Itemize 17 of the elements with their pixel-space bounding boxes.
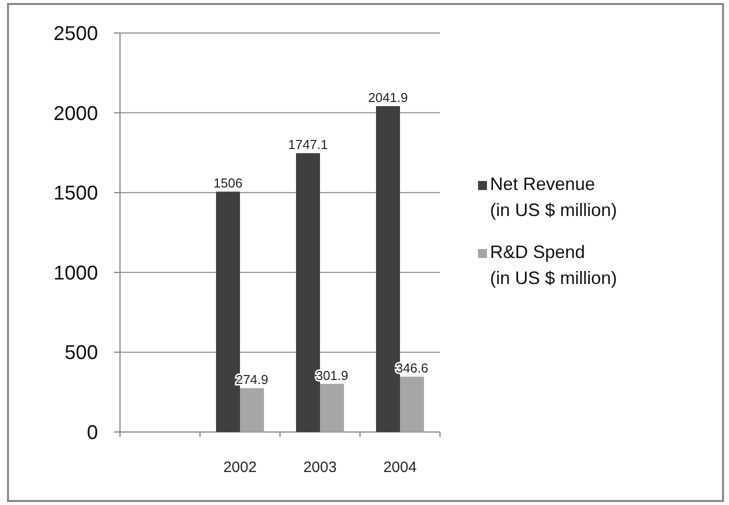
y-tick-label: 1000: [54, 262, 98, 284]
data-label: 2041.9: [368, 90, 408, 106]
x-tick-label: 2003: [303, 459, 337, 476]
y-tick-label: 2000: [54, 102, 98, 125]
bar: [400, 376, 424, 432]
y-tick-label: 0: [86, 422, 98, 444]
bar: [240, 388, 264, 432]
x-tick-label: 2002: [223, 459, 257, 476]
legend-label: Net Revenue (in US $ million): [490, 174, 618, 220]
legend-label: R&D Spend (in US $ million): [490, 242, 618, 288]
y-tick-label: 2500: [54, 23, 98, 45]
y-tick-label: 500: [64, 342, 98, 364]
x-tick-label: 2004: [383, 459, 417, 476]
data-label: 1506: [214, 176, 242, 191]
data-label: 1747.1: [288, 137, 328, 152]
y-tick-label: 1500: [54, 182, 98, 205]
bar: [320, 384, 344, 432]
